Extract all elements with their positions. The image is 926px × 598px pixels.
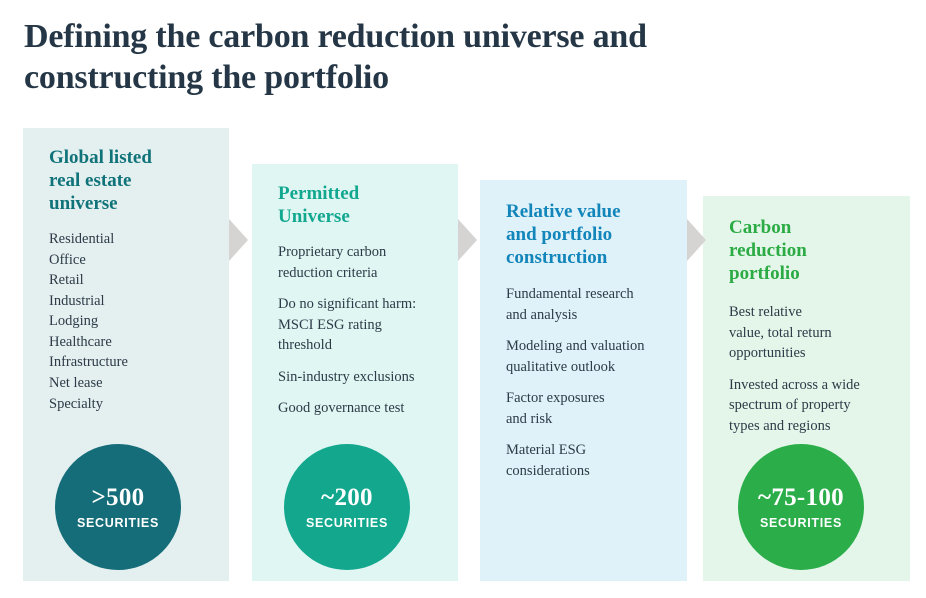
list-item: Fundamental research and analysis <box>506 286 634 323</box>
list-item: Factor exposures and risk <box>506 390 605 427</box>
list-item: Healthcare <box>49 333 112 350</box>
list-item: Infrastructure <box>49 354 128 371</box>
badge-value: ~75-100 <box>758 483 844 511</box>
list-item: Invested across a wide spectrum of prope… <box>729 376 860 434</box>
list-item: Specialty <box>49 395 103 412</box>
list-item: Residential <box>49 231 115 247</box>
panel-heading-4: Carbon reduction portfolio <box>729 217 807 285</box>
badge-value: >500 <box>91 483 145 511</box>
list-item: Best relative value, total return opport… <box>729 304 832 362</box>
badge-label: SECURITIES <box>305 515 388 530</box>
badge-securities-count-4: ~75-100 SECURITIES <box>738 444 864 570</box>
list-item: Lodging <box>49 313 99 330</box>
list-item: Proprietary carbon reduction criteria <box>278 244 387 281</box>
list-item: Good governance test <box>278 400 405 417</box>
list-item: Retail <box>49 272 84 289</box>
badge-label: SECURITIES <box>759 515 842 530</box>
panel-list-3: Fundamental research and analysis Modeli… <box>506 284 684 493</box>
list-item: Sin-industry exclusions <box>278 368 415 385</box>
panel-list-2: Proprietary carbon reduction criteria Do… <box>278 242 454 430</box>
triangle-right-icon-1 <box>229 219 248 261</box>
badge-value: ~200 <box>321 483 373 511</box>
badge-securities-count-1: >500 SECURITIES <box>55 444 181 570</box>
triangle-right-icon-2 <box>458 219 477 261</box>
list-item: Office <box>49 251 86 268</box>
panel-heading-3: Relative value and portfolio constructio… <box>506 201 621 269</box>
panel-relative-value-and-portfolio-construction: Relative value and portfolio constructio… <box>480 180 687 581</box>
triangle-right-icon-3 <box>687 219 706 261</box>
list-item: Net lease <box>49 375 103 392</box>
badge-securities-count-2: ~200 SECURITIES <box>284 444 410 570</box>
panel-list-1: Residential Office Retail Industrial Lod… <box>49 229 221 414</box>
page-title: Defining the carbon reduction universe a… <box>24 18 647 97</box>
panel-carbon-reduction-portfolio: Carbon reduction portfolio Best relative… <box>703 196 910 581</box>
list-item: Industrial <box>49 292 105 309</box>
badge-label: SECURITIES <box>76 515 159 530</box>
list-item: Material ESG considerations <box>506 442 590 480</box>
list-item: Modeling and valuation qualitative outlo… <box>506 338 645 375</box>
panel-heading-2: Permitted Universe <box>278 183 360 228</box>
panel-list-4: Best relative value, total return opport… <box>729 302 909 447</box>
list-item: Do no significant harm: MSCI ESG rating … <box>278 296 417 354</box>
panel-heading-1: Global listed real estate universe <box>49 147 152 215</box>
